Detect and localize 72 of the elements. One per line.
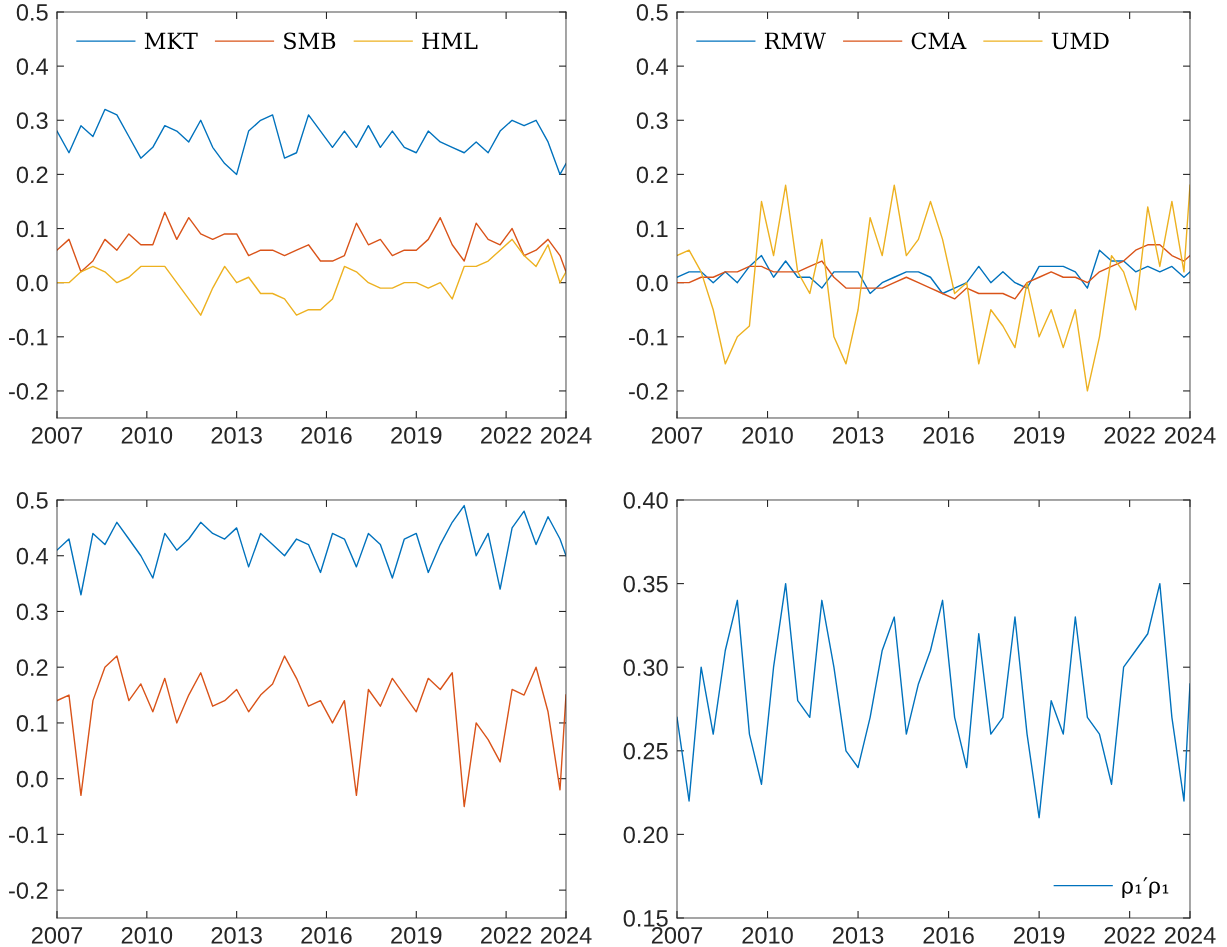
x-tick-label: 2019 [391, 426, 442, 444]
line-series [677, 582, 1190, 819]
y-tick-label: 0.20 [623, 826, 668, 844]
legend-label: CMA [911, 32, 967, 50]
y-tick-label: 0.0 [636, 274, 668, 292]
x-tick-label: 2013 [211, 926, 262, 944]
y-tick-label: -0.2 [9, 383, 48, 400]
x-tick-label: 2019 [1014, 426, 1065, 444]
y-tick-label: 0.30 [623, 659, 668, 676]
y-tick-label: 0.4 [636, 58, 668, 75]
y-tick-label: -0.1 [9, 826, 48, 844]
y-tick-label: 0.2 [636, 166, 668, 184]
y-tick-label: -0.1 [9, 328, 48, 346]
y-tick-label: 0.2 [16, 166, 48, 184]
y-tick-label: 0.40 [623, 492, 668, 509]
y-tick-label: -0.1 [629, 328, 668, 346]
x-tick-label: 2013 [832, 426, 884, 444]
y-tick-label: 0.5 [636, 4, 668, 21]
y-tick-label: 0.3 [16, 603, 48, 621]
x-tick-label: 2022 [481, 426, 532, 444]
x-tick-label: 2016 [923, 926, 974, 944]
x-tick-label: 2022 [481, 926, 532, 944]
x-tick-label: 2016 [301, 926, 352, 944]
y-tick-label: 0.4 [16, 547, 48, 565]
x-tick-label: 2024 [1164, 926, 1216, 944]
y-tick-label: 0.0 [16, 274, 48, 292]
y-tick-label: 0.15 [623, 910, 668, 927]
legend-label: SMB [284, 32, 336, 50]
y-tick-label: 0.3 [636, 112, 668, 130]
line-series [57, 655, 566, 808]
y-tick-label: 0.35 [623, 575, 668, 593]
y-tick-label: 0.2 [16, 659, 48, 676]
legend-label: UMD [1051, 32, 1109, 50]
x-tick-label: 2007 [31, 926, 83, 944]
x-tick-label: 2010 [742, 426, 793, 444]
x-tick-label: 2016 [923, 426, 974, 444]
y-tick-label: -0.2 [9, 882, 48, 899]
line-series [57, 108, 566, 176]
line-series [677, 184, 1190, 392]
x-tick-label: 2010 [742, 926, 793, 944]
y-tick-label: -0.2 [629, 383, 668, 400]
y-tick-label: 0.3 [16, 112, 48, 130]
x-tick-label: 2010 [121, 926, 173, 944]
line-series [57, 211, 566, 273]
x-tick-label: 2024 [1164, 426, 1216, 444]
x-tick-label: 2007 [651, 426, 703, 444]
line-series [57, 504, 566, 596]
x-tick-label: 2013 [211, 426, 262, 444]
x-tick-label: 2010 [121, 426, 173, 444]
y-tick-label: 0.1 [636, 220, 668, 238]
y-tick-label: 0.25 [623, 742, 668, 760]
x-tick-label: 2022 [1104, 926, 1155, 944]
legend-label: ρ₁′ρ₁ [1122, 877, 1169, 898]
x-tick-label: 2024 [540, 926, 592, 944]
x-tick-label: 2007 [651, 926, 703, 944]
y-tick-label: 0.1 [16, 715, 48, 732]
legend-label: RMW [764, 32, 826, 49]
x-tick-label: 2022 [1104, 426, 1155, 444]
x-tick-label: 2019 [391, 926, 442, 944]
y-tick-label: 0.5 [16, 492, 48, 509]
x-tick-label: 2024 [540, 426, 592, 444]
line-series [57, 238, 566, 316]
y-tick-label: 0.4 [16, 58, 48, 75]
x-tick-label: 2019 [1014, 926, 1065, 944]
y-tick-label: 0.0 [16, 770, 48, 788]
x-tick-label: 2007 [31, 426, 83, 444]
legend-label: MKT [144, 32, 198, 49]
legend-label: HML [422, 32, 478, 49]
y-tick-label: 0.1 [16, 220, 48, 238]
y-tick-label: 0.5 [16, 4, 48, 21]
x-tick-label: 2016 [301, 426, 352, 444]
x-tick-label: 2013 [832, 926, 884, 944]
